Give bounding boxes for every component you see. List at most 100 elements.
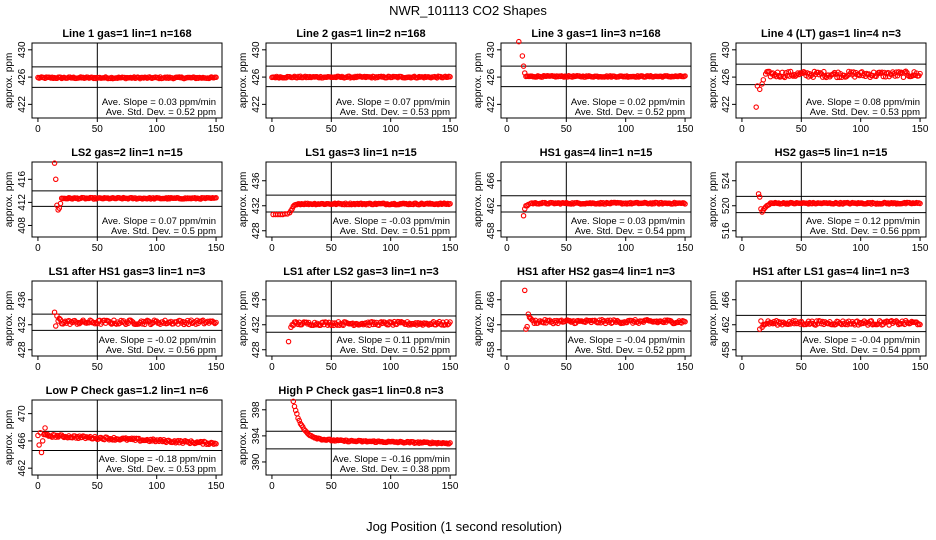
data-point bbox=[917, 321, 923, 328]
x-tick-label: 50 bbox=[92, 243, 104, 254]
panel-14: High P Check gas=1 lin=0.8 n=3 0 50 100 150 3… bbox=[238, 385, 459, 492]
panel-11: HS1 after HS2 gas=4 lin=1 n=3 0 50 100 150 45… bbox=[473, 266, 694, 373]
y-tick-label: 426 bbox=[721, 68, 732, 85]
panel-1: Line 1 gas=1 lin=1 n=168 0 50 100 150 422 426 4… bbox=[4, 28, 225, 135]
x-tick-label: 100 bbox=[148, 243, 165, 254]
y-axis-label: approx. ppm bbox=[473, 172, 484, 228]
y-tick-label: 412 bbox=[17, 194, 28, 211]
data-point bbox=[213, 195, 219, 201]
data-point bbox=[758, 318, 764, 324]
slope-annotation: Ave. Slope = -0.04 ppm/min bbox=[568, 335, 685, 346]
x-tick-label: 50 bbox=[796, 243, 808, 254]
panel-title: HS2 gas=5 lin=1 n=15 bbox=[775, 147, 888, 159]
data-point bbox=[447, 440, 453, 446]
data-point bbox=[42, 425, 48, 431]
data-point bbox=[612, 318, 618, 324]
data-point bbox=[520, 213, 527, 219]
slope-annotation: Ave. Slope = -0.02 ppm/min bbox=[99, 335, 216, 346]
std-dev-annotation: Ave. Std. Dev. = 0.52 ppm bbox=[106, 107, 216, 118]
x-tick-label: 50 bbox=[326, 362, 338, 373]
x-tick-label: 0 bbox=[739, 362, 745, 373]
panel-7: HS1 gas=4 lin=1 n=15 0 50 100 150 458 462 466ap… bbox=[473, 147, 694, 254]
data-point bbox=[359, 320, 365, 327]
data-point bbox=[897, 70, 903, 77]
y-tick-label: 426 bbox=[17, 68, 28, 85]
x-tick-label: 100 bbox=[382, 243, 399, 254]
data-point bbox=[520, 63, 527, 69]
data-point bbox=[830, 71, 837, 77]
x-tick-label: 100 bbox=[148, 362, 165, 373]
x-tick-label: 50 bbox=[326, 124, 338, 135]
data-point bbox=[851, 322, 858, 328]
plot-frame bbox=[265, 161, 457, 238]
y-tick-label: 430 bbox=[721, 41, 732, 58]
panel-title: LS1 after HS1 gas=3 lin=1 n=3 bbox=[49, 266, 206, 278]
data-point bbox=[601, 317, 608, 324]
y-tick-label: 398 bbox=[251, 401, 262, 418]
std-dev-annotation: Ave. Std. Dev. = 0.53 ppm bbox=[340, 107, 450, 118]
y-tick-label: 466 bbox=[486, 291, 497, 308]
data-point bbox=[52, 323, 59, 329]
panel-title: Line 2 gas=1 lin=2 n=168 bbox=[296, 28, 425, 40]
plot-frame bbox=[31, 280, 223, 357]
data-point bbox=[756, 194, 763, 200]
x-tick-label: 0 bbox=[504, 124, 510, 135]
data-point bbox=[876, 318, 883, 324]
data-point bbox=[36, 442, 42, 448]
plot-frame bbox=[265, 399, 457, 476]
data-point bbox=[364, 322, 370, 328]
y-axis-label: approx. ppm bbox=[708, 172, 719, 228]
y-tick-label: 422 bbox=[486, 96, 497, 113]
std-dev-annotation: Ave. Std. Dev. = 0.38 ppm bbox=[340, 464, 450, 475]
plot-frame bbox=[265, 42, 457, 119]
x-tick-label: 100 bbox=[617, 243, 634, 254]
y-tick-label: 428 bbox=[251, 222, 262, 239]
data-point bbox=[569, 74, 575, 80]
y-tick-label: 394 bbox=[251, 427, 262, 444]
data-point bbox=[821, 68, 827, 75]
slope-annotation: Ave. Slope = -0.04 ppm/min bbox=[803, 335, 920, 346]
data-point bbox=[51, 309, 58, 315]
x-tick-label: 0 bbox=[35, 124, 41, 135]
y-axis-label: approx. ppm bbox=[4, 53, 15, 109]
y-axis-label: approx. ppm bbox=[4, 410, 15, 466]
x-tick-label: 100 bbox=[382, 124, 399, 135]
plot-frame bbox=[265, 280, 457, 357]
data-point bbox=[521, 287, 528, 294]
y-axis-label: approx. ppm bbox=[708, 291, 719, 347]
data-point bbox=[285, 338, 292, 345]
x-tick-label: 150 bbox=[912, 243, 929, 254]
data-point bbox=[282, 211, 288, 217]
panel-12: HS1 after LS1 gas=4 lin=1 n=3 0 50 100 150 45… bbox=[708, 266, 929, 373]
y-axis-label: approx. ppm bbox=[473, 291, 484, 347]
x-tick-label: 150 bbox=[208, 124, 225, 135]
data-point bbox=[917, 70, 923, 77]
std-dev-annotation: Ave. Std. Dev. = 0.53 ppm bbox=[106, 464, 216, 475]
data-point bbox=[603, 73, 610, 79]
data-point bbox=[682, 73, 688, 79]
data-point bbox=[193, 440, 199, 446]
y-tick-label: 520 bbox=[721, 197, 732, 214]
y-axis-label: approx. ppm bbox=[473, 53, 484, 109]
y-tick-label: 462 bbox=[486, 197, 497, 214]
x-tick-label: 50 bbox=[561, 124, 573, 135]
y-tick-label: 430 bbox=[251, 41, 262, 58]
data-point bbox=[438, 322, 445, 328]
y-tick-label: 422 bbox=[251, 96, 262, 113]
data-point bbox=[60, 433, 66, 440]
data-point bbox=[142, 321, 148, 328]
data-point bbox=[898, 321, 904, 327]
data-point bbox=[57, 200, 64, 207]
x-tick-label: 150 bbox=[442, 481, 459, 492]
data-point bbox=[416, 440, 422, 446]
plot-frame bbox=[735, 42, 927, 119]
x-tick-label: 0 bbox=[269, 124, 275, 135]
slope-annotation: Ave. Slope = 0.03 ppm/min bbox=[102, 97, 216, 108]
x-tick-label: 0 bbox=[504, 243, 510, 254]
data-point bbox=[904, 69, 910, 76]
x-tick-label: 150 bbox=[442, 124, 459, 135]
x-tick-label: 100 bbox=[148, 481, 165, 492]
data-point bbox=[213, 319, 219, 326]
data-point bbox=[755, 191, 762, 197]
data-point bbox=[313, 434, 319, 441]
